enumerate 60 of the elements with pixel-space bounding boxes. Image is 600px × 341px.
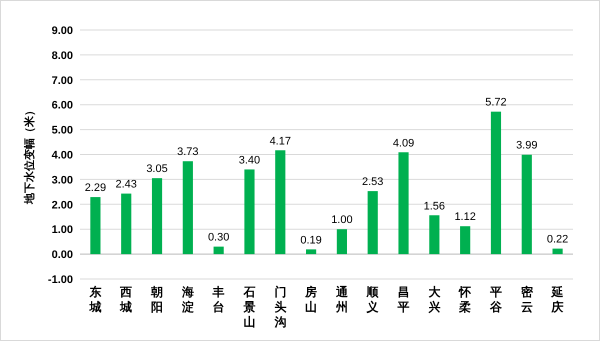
y-tick-label: 4.00 [52,150,73,162]
x-tick-label: 东城 [88,285,102,314]
x-tick-label: 通州 [334,285,349,314]
x-tick-label: 密云 [520,285,534,314]
y-axis-title: 地下水位变幅（米） [23,105,36,205]
data-label: 1.00 [331,214,353,226]
data-label: 3.40 [238,154,260,166]
x-tick-label: 大兴 [427,285,442,314]
bar [398,152,409,254]
bar [490,112,502,254]
data-label: 2.53 [362,176,384,188]
bar [429,215,440,254]
bar [152,178,162,254]
bar [368,191,378,254]
data-label: 4.17 [270,135,291,148]
data-label: 0.30 [208,232,230,244]
bar [244,169,255,254]
data-label: 1.12 [454,211,476,224]
x-tick-label: 门头沟 [273,285,286,329]
y-tick-label: 7.00 [52,74,73,87]
data-label: 3.99 [516,140,538,152]
y-tick-label: 5.00 [52,124,73,137]
bar [522,154,532,254]
x-tick-label: 房山 [304,285,318,314]
bar [90,197,100,254]
data-label: 1.56 [424,200,446,212]
y-tick-label: 0.00 [52,249,73,262]
data-label: 3.73 [177,146,199,158]
x-tick-label: 西城 [119,285,132,314]
bar [182,161,193,254]
x-tick-label: 延庆 [550,285,564,314]
y-tick-label: 3.00 [52,174,73,186]
x-tick-label: 朝阳 [150,285,164,314]
data-label: 0.19 [300,234,322,246]
x-tick-label: 丰台 [212,285,225,314]
bar [214,246,224,254]
bar [336,229,347,254]
x-tick-label: 石景山 [242,285,256,329]
x-tick-label: 平谷 [488,285,503,314]
y-tick-label: 6.00 [52,100,73,112]
y-tick-label: 9.00 [52,25,73,37]
data-label: 3.05 [146,163,168,176]
x-tick-label: 昌平 [396,285,410,314]
y-tick-label: 8.00 [52,50,73,62]
y-tick-label: 2.00 [52,199,73,212]
x-tick-label: 顺义 [366,285,380,314]
bar [121,194,132,254]
data-label: 2.29 [84,182,106,194]
data-label: 5.72 [485,96,507,109]
x-tick-label: 海淀 [180,285,194,314]
bar [306,249,316,254]
y-tick-label: -1.00 [48,274,73,286]
bar [552,248,563,254]
data-label: 2.43 [116,178,137,191]
bar [275,150,286,254]
y-tick-label: 1.00 [52,224,73,236]
data-label: 4.09 [392,137,414,150]
x-tick-label: 怀柔 [458,285,472,314]
data-label: 0.22 [546,234,568,246]
bar [460,226,470,254]
